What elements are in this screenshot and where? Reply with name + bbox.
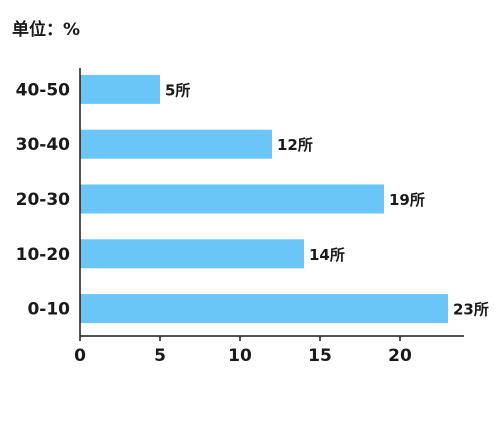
category-label-0-10: 0-10	[27, 300, 70, 320]
axes-layer	[79, 68, 464, 341]
bar-10-20	[80, 239, 304, 269]
category-label-30-40: 30-40	[16, 135, 71, 155]
x-tick-label-0: 0	[74, 346, 86, 366]
data-label-30-40: 12所	[277, 136, 313, 154]
x-tick-label-5: 5	[154, 346, 166, 366]
data-label-20-30: 19所	[389, 191, 425, 209]
data-label-0-10: 23所	[453, 301, 489, 319]
category-label-20-30: 20-30	[16, 190, 71, 210]
data-label-40-50: 5所	[165, 81, 190, 99]
bar-0-10	[80, 294, 448, 324]
unit-label: 单位：%	[12, 19, 80, 40]
data-label-10-20: 14所	[309, 246, 345, 264]
category-label-10-20: 10-20	[16, 245, 71, 265]
x-tick-label-20: 20	[388, 346, 412, 366]
bar-30-40	[80, 129, 272, 159]
bars-layer	[80, 74, 448, 324]
x-tick-label-15: 15	[308, 346, 332, 366]
bar-40-50	[80, 74, 160, 104]
bar-20-30	[80, 184, 384, 214]
x-tick-label-10: 10	[228, 346, 252, 366]
labels-layer: 0-10 23所 10-20 14所 20-30 19所 30-40 12所 40-50 5所 0 5…	[16, 80, 489, 366]
category-label-40-50: 40-50	[16, 80, 71, 100]
